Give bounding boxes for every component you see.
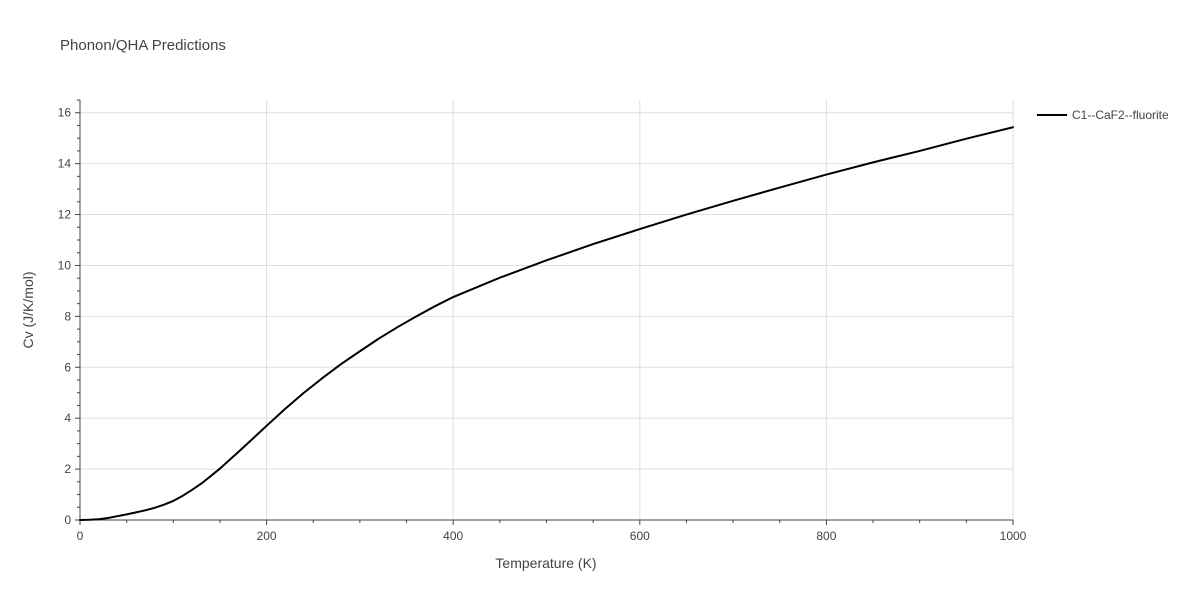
series-layer [79, 126, 1014, 521]
x-tick-label: 600 [630, 529, 650, 543]
y-tick-label: 12 [58, 208, 72, 222]
chart-title: Phonon/QHA Predictions [60, 37, 226, 54]
y-tick-label: 4 [64, 411, 71, 425]
x-axis-title: Temperature (K) [495, 555, 596, 571]
y-tick-label: 0 [64, 513, 71, 527]
series-line[interactable] [79, 126, 1014, 521]
y-tick-label: 8 [64, 309, 71, 323]
axes: 0 200 400 600 800 1000 0 2 4 6 8 10 12 14 16 [58, 99, 1027, 543]
y-tick-label: 6 [64, 360, 71, 374]
y-axis-title: Cv (J/K/mol) [20, 272, 36, 349]
x-tick-label: 0 [77, 529, 84, 543]
y-tick-label: 2 [64, 462, 71, 476]
x-tick-label: 400 [443, 529, 463, 543]
grid [80, 100, 1014, 520]
x-tick-label: 800 [816, 529, 836, 543]
x-tick-label: 1000 [1000, 529, 1027, 543]
x-tick-label: 200 [257, 529, 277, 543]
y-tick-label: 10 [58, 258, 72, 272]
legend-label: C1--CaF2--fluorite [1072, 108, 1169, 122]
y-tick-label: 16 [58, 106, 72, 120]
y-tick-label: 14 [58, 157, 72, 171]
legend[interactable]: C1--CaF2--fluorite [1037, 108, 1169, 122]
